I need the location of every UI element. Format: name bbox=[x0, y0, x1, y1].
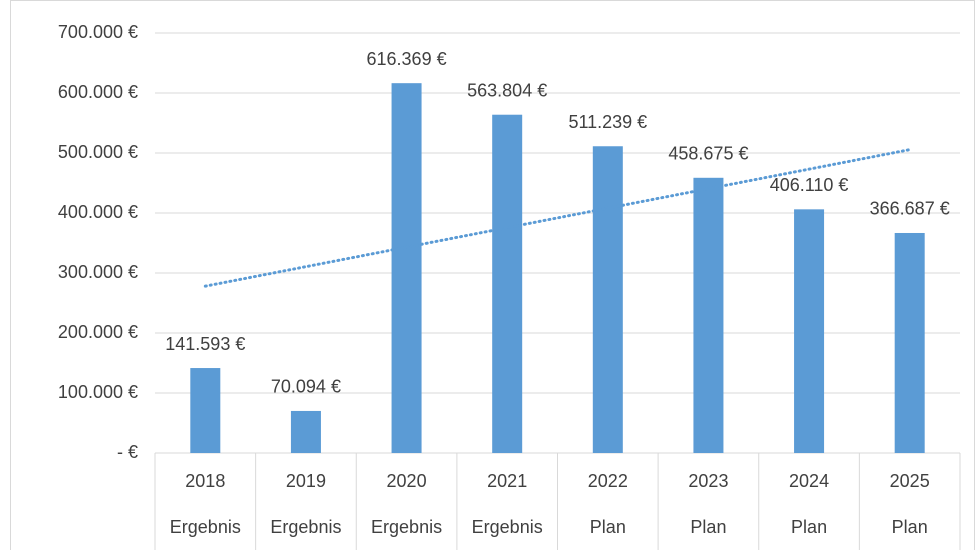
y-tick-label: 100.000 € bbox=[58, 382, 138, 402]
x-group-label: Plan bbox=[590, 517, 626, 537]
bar bbox=[391, 83, 422, 454]
data-label: 511.239 € bbox=[568, 112, 647, 132]
x-tick-label: 2023 bbox=[688, 471, 728, 491]
x-tick-label: 2020 bbox=[387, 471, 427, 491]
y-tick-label: - € bbox=[117, 442, 138, 462]
bar bbox=[290, 410, 321, 453]
y-tick-label: 200.000 € bbox=[58, 322, 138, 342]
y-tick-label: 600.000 € bbox=[58, 82, 138, 102]
x-tick-label: 2021 bbox=[487, 471, 527, 491]
x-group-label: Plan bbox=[892, 517, 928, 537]
data-label: 141.593 € bbox=[165, 334, 245, 354]
bar bbox=[190, 368, 221, 453]
data-label: 70.094 € bbox=[271, 377, 341, 397]
data-label: 366.687 € bbox=[870, 199, 950, 219]
y-tick-label: 700.000 € bbox=[58, 22, 138, 42]
data-label: 563.804 € bbox=[467, 80, 547, 100]
bar bbox=[794, 209, 825, 453]
bar bbox=[592, 146, 623, 454]
x-tick-label: 2024 bbox=[789, 471, 829, 491]
x-group-label: Ergebnis bbox=[270, 517, 341, 537]
data-label: 458.675 € bbox=[668, 144, 748, 164]
x-tick-label: 2018 bbox=[185, 471, 225, 491]
x-tick-label: 2022 bbox=[588, 471, 628, 491]
x-group-label: Plan bbox=[791, 517, 827, 537]
chart-frame bbox=[10, 0, 975, 550]
y-tick-label: 300.000 € bbox=[58, 262, 138, 282]
x-group-label: Ergebnis bbox=[170, 517, 241, 537]
x-tick-label: 2025 bbox=[890, 471, 930, 491]
y-tick-label: 400.000 € bbox=[58, 202, 138, 222]
bar bbox=[492, 114, 523, 454]
x-tick-label: 2019 bbox=[286, 471, 326, 491]
bar bbox=[693, 177, 724, 454]
trendline bbox=[203, 148, 912, 288]
data-label: 616.369 € bbox=[367, 49, 447, 69]
x-group-label: Ergebnis bbox=[472, 517, 543, 537]
bar bbox=[894, 232, 925, 453]
data-label: 406.110 € bbox=[770, 175, 849, 195]
y-tick-label: 500.000 € bbox=[58, 142, 138, 162]
x-group-label: Ergebnis bbox=[371, 517, 442, 537]
x-group-label: Plan bbox=[690, 517, 726, 537]
